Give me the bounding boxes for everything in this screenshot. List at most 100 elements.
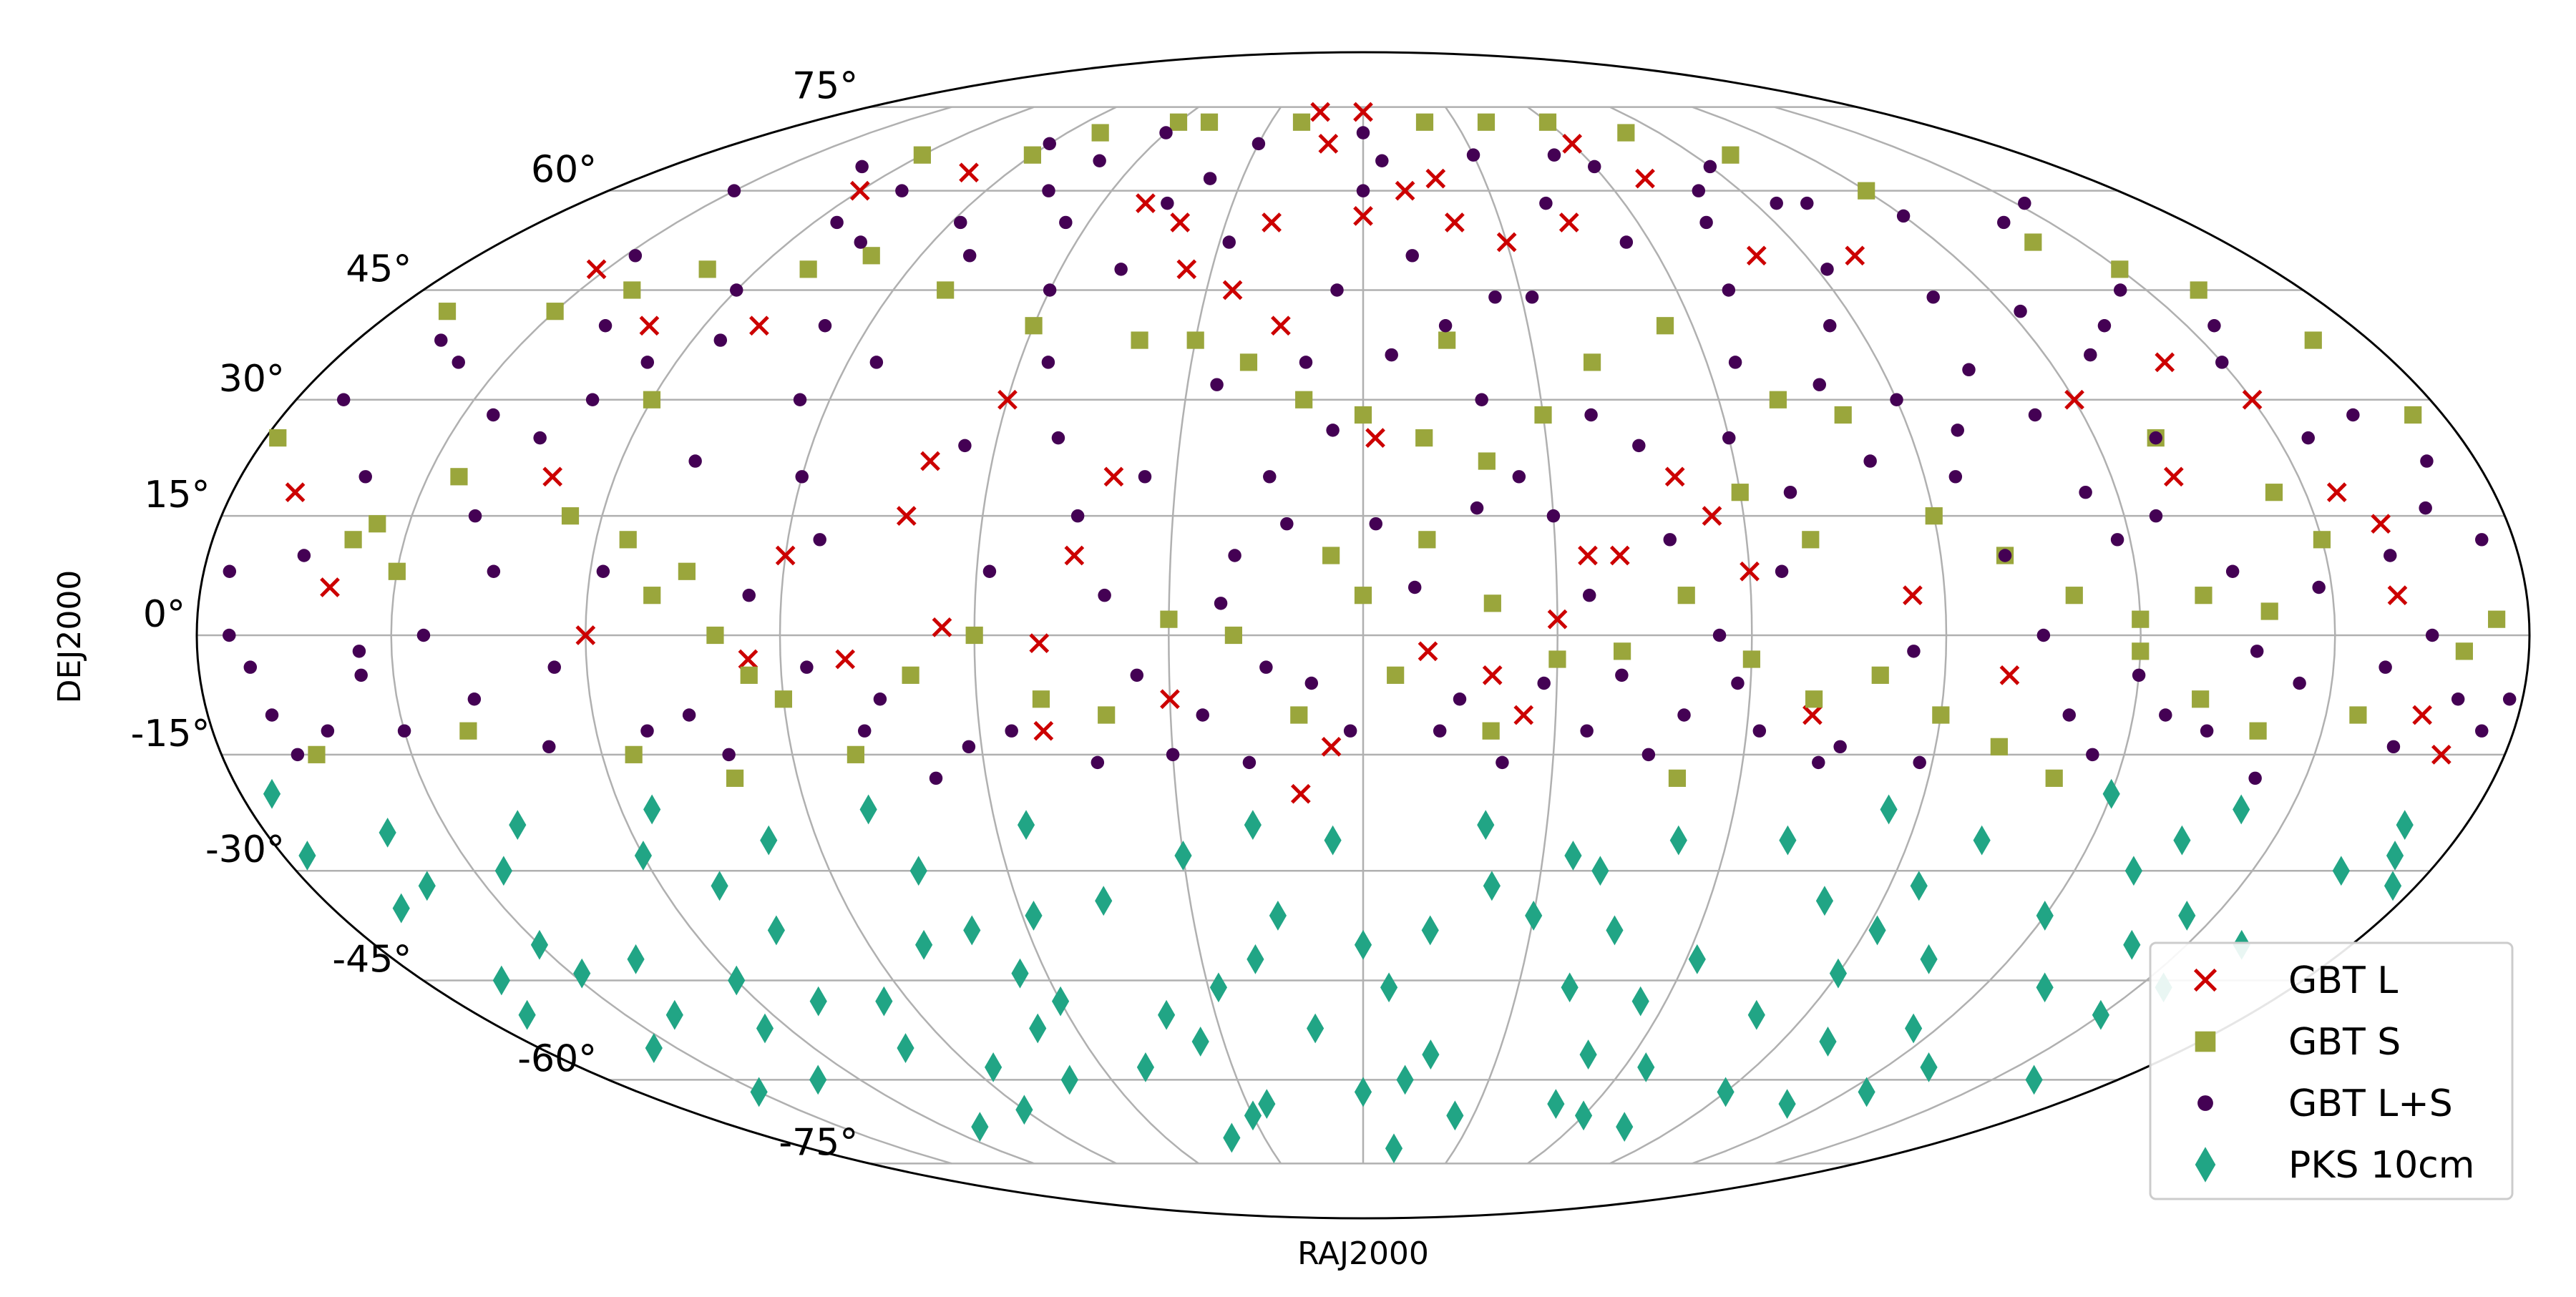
data-point <box>2396 810 2414 841</box>
data-point <box>1582 588 1596 602</box>
data-point <box>1926 290 1940 304</box>
data-point <box>1775 564 1789 578</box>
data-point <box>1717 1077 1735 1107</box>
data-point <box>487 408 500 422</box>
data-point <box>1664 466 1685 487</box>
y-tick-label: -45° <box>332 939 411 982</box>
data-point <box>2233 794 2250 825</box>
data-point <box>2431 744 2451 765</box>
data-point <box>1580 724 1594 738</box>
data-point <box>1591 856 1609 886</box>
data-point <box>2036 901 2054 931</box>
data-point <box>1617 124 1635 142</box>
data-point <box>1920 944 1938 974</box>
data-point <box>1863 454 1877 468</box>
data-point <box>1820 263 1834 276</box>
data-point <box>1321 736 1342 757</box>
data-point <box>1098 706 1116 724</box>
data-point <box>1290 783 1311 804</box>
data-point <box>434 333 448 347</box>
data-point <box>416 628 431 642</box>
data-point <box>1778 1089 1796 1119</box>
data-point <box>1214 597 1228 610</box>
data-point <box>958 439 972 453</box>
data-point <box>1011 958 1029 989</box>
data-point <box>1752 724 1767 738</box>
data-point <box>740 666 758 684</box>
data-point <box>352 645 366 658</box>
data-point <box>561 507 580 525</box>
data-point <box>2248 771 2262 785</box>
data-point <box>1547 609 1568 630</box>
data-point <box>2326 482 2347 503</box>
data-point <box>1547 1089 1565 1119</box>
data-point <box>1271 315 1291 336</box>
data-point <box>830 215 844 230</box>
legend: GBT L GBT S GBT L+S PKS 10cm <box>2149 941 2514 1200</box>
data-point <box>749 315 769 336</box>
data-point <box>1833 740 1847 754</box>
data-point <box>321 724 335 738</box>
data-point <box>1017 810 1035 841</box>
data-point <box>835 649 856 670</box>
data-point <box>2190 281 2207 299</box>
data-point <box>909 856 927 886</box>
data-point <box>1496 232 1517 253</box>
data-point <box>2419 501 2432 515</box>
y-tick-label: -60° <box>517 1037 597 1080</box>
data-point <box>855 160 869 174</box>
data-point <box>1815 886 1834 916</box>
data-point <box>285 482 306 503</box>
data-point <box>1702 506 1722 527</box>
data-point <box>1606 915 1624 946</box>
data-point <box>1635 168 1655 189</box>
data-point <box>2387 585 2408 606</box>
data-point <box>1699 215 1713 230</box>
data-point <box>1477 113 1496 131</box>
data-point <box>1438 331 1456 349</box>
data-point <box>678 562 696 580</box>
data-point <box>1310 102 1330 122</box>
data-point <box>902 666 919 684</box>
data-point <box>1418 531 1436 549</box>
data-point <box>793 393 807 407</box>
data-point <box>1307 1013 1324 1044</box>
data-point <box>1228 549 1241 562</box>
data-point <box>728 965 746 996</box>
data-point <box>1728 356 1742 369</box>
data-point <box>767 915 786 946</box>
data-point <box>358 470 372 484</box>
data-point <box>265 708 279 722</box>
data-point <box>1095 886 1113 916</box>
data-point <box>2014 304 2027 318</box>
data-point <box>1136 1052 1155 1082</box>
data-point <box>1722 146 1740 164</box>
data-point <box>1561 972 1579 1003</box>
data-point <box>2379 660 2392 674</box>
data-point <box>873 692 887 706</box>
data-point <box>857 724 872 738</box>
data-point <box>1299 356 1313 369</box>
data-point <box>1669 825 1687 856</box>
x-axis-label: RAJ2000 <box>1297 1235 1429 1272</box>
data-point <box>727 184 741 197</box>
data-point <box>1677 587 1695 605</box>
data-point <box>756 1013 774 1044</box>
data-point <box>542 466 563 487</box>
data-point <box>640 356 655 369</box>
data-point <box>774 690 793 708</box>
data-point <box>809 986 827 1017</box>
data-point <box>1353 102 1373 122</box>
data-point <box>1932 706 1950 724</box>
y-axis-label: DEJ2000 <box>52 570 88 704</box>
data-point <box>627 944 645 974</box>
data-point <box>760 825 778 856</box>
data-point <box>895 184 909 197</box>
data-point <box>1258 1089 1276 1119</box>
data-point <box>1322 547 1340 564</box>
data-point <box>640 724 654 738</box>
data-point <box>1186 331 1204 349</box>
data-point <box>1025 317 1043 335</box>
data-point <box>1292 113 1311 131</box>
data-point <box>1051 431 1065 445</box>
